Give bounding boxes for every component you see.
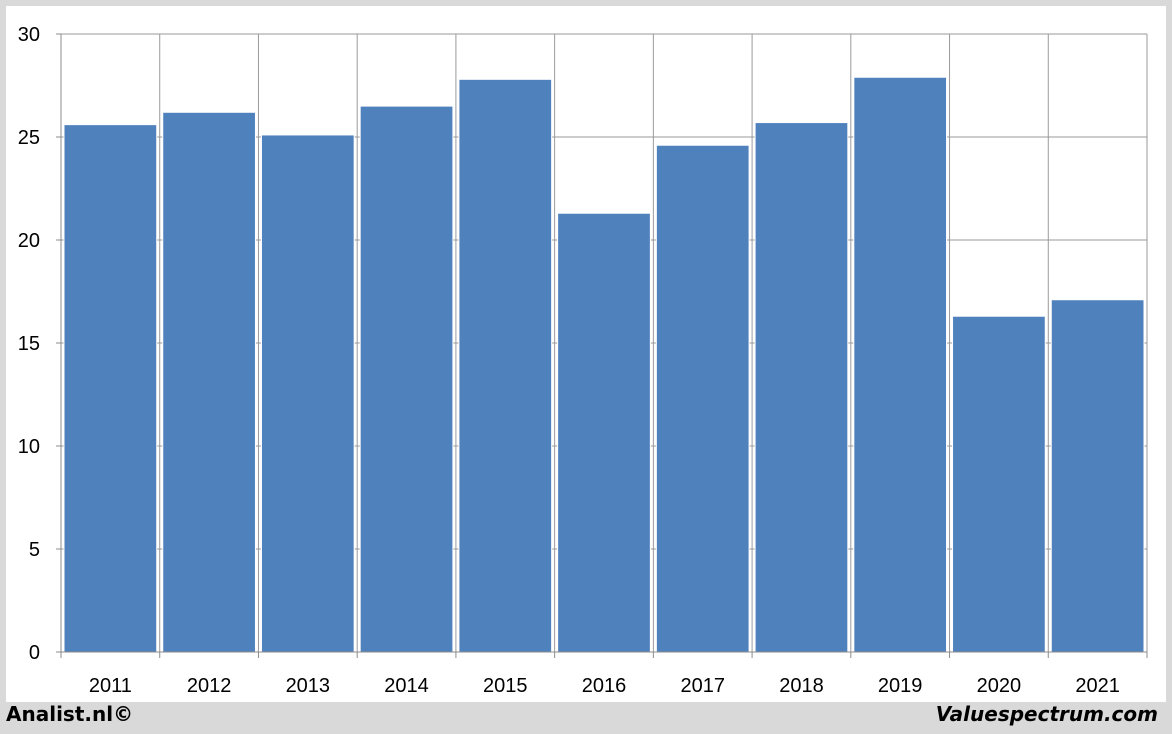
tick-labels: 0 5 10 15 20 25 30 2011 2012 2013 2014 2015 2016 2017… — [18, 24, 1120, 697]
x-tick-label: 2015 — [483, 675, 528, 697]
bar-2017 — [655, 144, 750, 653]
y-tick-label: 20 — [18, 230, 40, 252]
x-tick-label: 2017 — [680, 675, 725, 697]
bar-2015 — [458, 78, 553, 653]
bar-2020 — [952, 315, 1046, 653]
x-tick-label: 2020 — [977, 675, 1022, 697]
y-tick-label: 15 — [18, 333, 40, 355]
y-tick-label: 30 — [18, 24, 40, 46]
bar-2014 — [359, 105, 454, 653]
footer-source-right: Valuespectrum.com — [935, 702, 1158, 726]
bar-2021 — [1050, 299, 1145, 653]
x-tick-label: 2014 — [384, 675, 429, 697]
x-tick-label: 2021 — [1075, 675, 1120, 697]
y-tick-label: 0 — [29, 642, 40, 664]
axes — [56, 33, 1148, 658]
x-tick-label: 2016 — [582, 675, 627, 697]
x-tick-label: 2013 — [286, 675, 331, 697]
y-tick-label: 25 — [18, 127, 40, 149]
bar-2018 — [754, 122, 849, 653]
y-tick-label: 5 — [29, 539, 40, 561]
y-tick-label: 10 — [18, 436, 40, 458]
footer-source-left: Analist.nl© — [6, 702, 134, 726]
bar-2012 — [162, 111, 256, 653]
x-tick-label: 2019 — [878, 675, 923, 697]
x-tick-label: 2012 — [187, 675, 232, 697]
bar-2011 — [63, 124, 158, 653]
bar-2013 — [260, 134, 355, 653]
bar-2016 — [557, 212, 651, 653]
x-tick-label: 2018 — [779, 675, 824, 697]
x-tick-label: 2011 — [89, 675, 132, 697]
bars — [63, 76, 1145, 653]
bar-2019 — [853, 76, 948, 653]
